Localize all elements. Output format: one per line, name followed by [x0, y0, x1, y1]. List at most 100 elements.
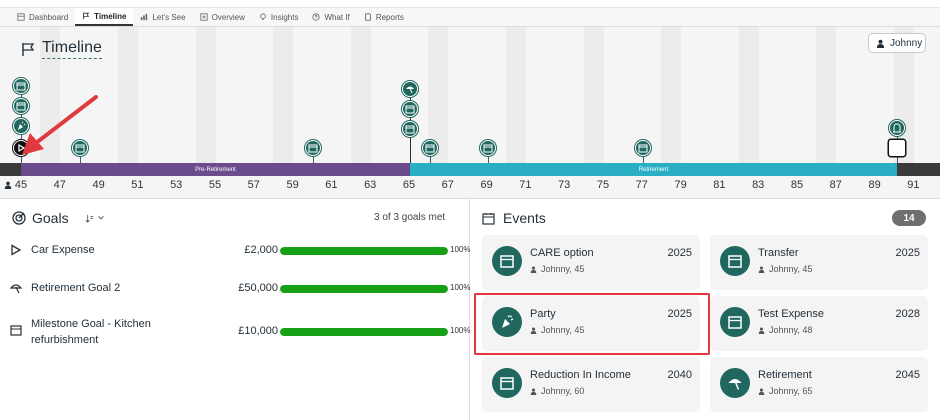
calendar-icon: [425, 144, 435, 153]
event-owner-text: Johnny, 48: [769, 325, 813, 335]
user-select-button[interactable]: Johnny: [868, 33, 926, 53]
calendar-icon: [720, 307, 750, 337]
nav-label: Timeline: [94, 11, 127, 21]
play-icon: [18, 143, 26, 153]
event-year: 2040: [667, 369, 692, 381]
event-owner: Johnny, 60: [530, 386, 584, 396]
timeline-band: [816, 27, 837, 163]
event-card[interactable]: Reduction In Income 2040 Johnny, 60: [482, 357, 700, 412]
goal-name: Car Expense: [31, 244, 95, 256]
marker-stem: [430, 149, 431, 163]
age-tick-label: 63: [364, 179, 377, 191]
age-tick-label: 51: [131, 179, 144, 191]
calendar-icon: [10, 324, 22, 336]
goal-amount: £10,000: [238, 325, 278, 337]
play-icon: [10, 244, 22, 256]
timeline-heading: Timeline: [20, 39, 102, 59]
calendar-icon: [16, 102, 26, 111]
calendar-icon: [16, 82, 26, 91]
calendar-icon: [483, 144, 493, 153]
timeline-event-marker[interactable]: [72, 140, 88, 156]
event-year: 2025: [895, 247, 920, 259]
goal-progress-bar: [280, 328, 448, 336]
events-header: Events: [482, 210, 546, 226]
user-icon: [758, 327, 765, 334]
timeline-band: [506, 27, 526, 163]
beach-umbrella-icon: [720, 368, 750, 398]
timeline-event-marker[interactable]: [480, 140, 496, 156]
user-icon: [530, 266, 537, 273]
timeline-goal-marker[interactable]: [13, 140, 29, 156]
timeline-event-marker[interactable]: [635, 140, 651, 156]
age-tick-label: 87: [829, 179, 842, 191]
nav-tab-reports[interactable]: Reports: [357, 8, 411, 26]
timeline-party-marker[interactable]: [13, 118, 29, 134]
event-name: Transfer: [758, 247, 799, 259]
top-strip: [0, 0, 940, 8]
timeline-retirement-marker[interactable]: [402, 81, 418, 97]
calendar-icon: [405, 125, 415, 134]
user-name: Johnny: [890, 37, 923, 49]
timeline-event-marker[interactable]: [422, 140, 438, 156]
event-owner: Johnny, 45: [530, 264, 584, 274]
age-tick-label: 45: [14, 179, 28, 191]
age-tick-label: 83: [752, 179, 765, 191]
event-card[interactable]: Transfer 2025 Johnny, 45: [710, 235, 928, 290]
event-owner-text: Johnny, 45: [541, 264, 585, 274]
timeline-event-marker[interactable]: [13, 78, 29, 94]
event-name: Retirement: [758, 369, 812, 381]
age-tick-label: 69: [480, 179, 493, 191]
user-icon: [530, 388, 537, 395]
timeline-band: [195, 27, 216, 163]
event-owner-text: Johnny, 45: [541, 325, 585, 335]
nav-tab-timeline[interactable]: Timeline: [75, 8, 134, 26]
age-axis: 45 47 49 51 53 55 57 59 61 63 65 67 69 71 73 75 77 79 81 83…: [0, 179, 940, 195]
nav-tab-overview[interactable]: Overview: [193, 8, 252, 26]
top-nav: Dashboard Timeline Let's See Overview In…: [0, 8, 940, 27]
timeline-event-marker[interactable]: [305, 140, 321, 156]
nav-tab-lets-see[interactable]: Let's See: [133, 8, 192, 26]
sort-button[interactable]: [85, 214, 105, 223]
nav-tab-dashboard[interactable]: Dashboard: [10, 8, 75, 26]
event-owner-text: Johnny, 65: [769, 386, 813, 396]
calendar-icon: [638, 144, 648, 153]
timeline-band: [118, 27, 138, 163]
calendar-icon: [308, 144, 318, 153]
goal-progress-fill: [280, 285, 448, 293]
age-tick-label: 55: [208, 179, 222, 191]
flag-icon: [82, 12, 90, 20]
user-icon: [4, 181, 12, 189]
age-tick-label: 57: [247, 179, 260, 191]
timeline-band: [428, 27, 449, 163]
event-card[interactable]: Test Expense 2028 Johnny, 48: [710, 296, 928, 351]
nav-tab-what-if[interactable]: What If: [305, 8, 356, 26]
timeline-end-box: [889, 140, 905, 156]
timeline-event-marker[interactable]: [402, 121, 418, 137]
pre-retirement-bar: Pre-Retirement: [21, 163, 410, 176]
nav-tab-insights[interactable]: Insights: [252, 8, 306, 26]
event-card[interactable]: Retirement 2045 Johnny, 65: [710, 357, 928, 412]
goal-amount: £50,000: [238, 282, 278, 294]
marker-stem: [488, 149, 489, 163]
timeline-event-marker[interactable]: [13, 98, 29, 114]
event-card[interactable]: CARE option 2025 Johnny, 45: [482, 235, 700, 290]
goal-percent: 100%: [450, 326, 471, 335]
event-name: CARE option: [530, 247, 594, 259]
goal-amount: £2,000: [244, 244, 278, 256]
goal-percent: 100%: [450, 283, 471, 292]
bulb-icon: [259, 13, 267, 21]
timeline-band: [583, 27, 604, 163]
event-card[interactable]: Party 2025 Johnny, 45: [482, 296, 700, 351]
age-tick-label: 77: [635, 179, 648, 191]
chevron-down-icon: [97, 216, 104, 220]
calendar-icon: [75, 144, 85, 153]
goal-progress-bar: [280, 285, 448, 293]
timeline-end-marker[interactable]: [889, 120, 905, 136]
timeline-event-marker[interactable]: [402, 101, 418, 117]
report-icon: [364, 13, 372, 21]
user-icon: [530, 327, 537, 334]
calendar-icon: [405, 105, 415, 114]
nav-label: What If: [324, 12, 350, 22]
event-owner-text: Johnny, 60: [541, 386, 585, 396]
marker-stem: [313, 149, 314, 163]
